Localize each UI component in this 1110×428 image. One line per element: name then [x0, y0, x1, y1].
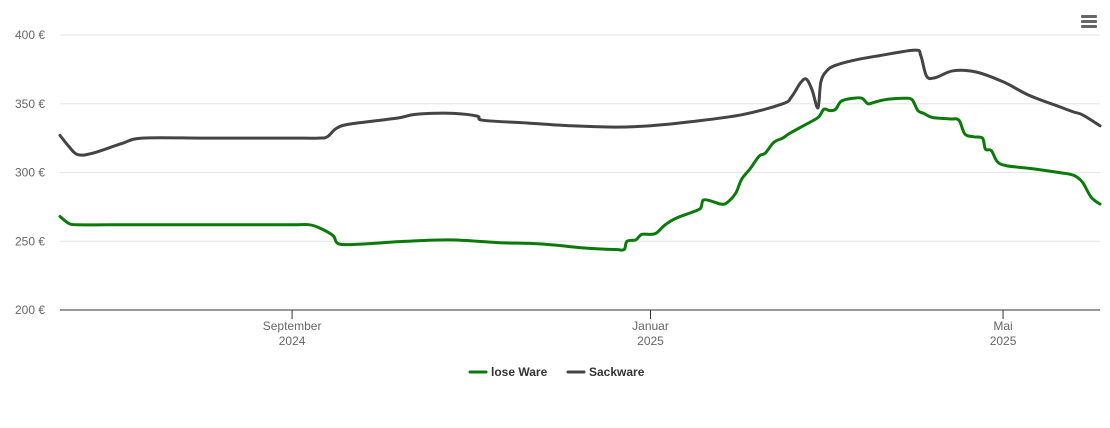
legend-item-0[interactable]: lose Ware	[468, 365, 548, 379]
y-tick-label: 200 €	[15, 303, 45, 317]
legend-item-1[interactable]: Sackware	[566, 365, 645, 379]
legend-label: lose Ware	[491, 365, 548, 379]
legend-label: Sackware	[589, 365, 645, 379]
y-tick-label: 400 €	[15, 28, 45, 42]
series-lines	[58, 48, 1102, 252]
x-tick-sublabel: 2025	[990, 334, 1017, 348]
x-tick-label: Januar	[632, 319, 669, 333]
series-line-0[interactable]	[58, 96, 1102, 252]
y-tick-label: 300 €	[15, 166, 45, 180]
series-line-1[interactable]	[58, 48, 1102, 157]
grid-lines	[60, 34, 1100, 242]
y-tick-label: 350 €	[15, 97, 45, 111]
x-tick-label: September	[263, 319, 322, 333]
hamburger-menu-icon[interactable]	[1078, 12, 1100, 32]
legend[interactable]: lose Ware Sackware	[468, 365, 645, 379]
x-tick-sublabel: 2024	[279, 334, 306, 348]
x-tick-sublabel: 2025	[637, 334, 664, 348]
y-tick-label: 250 €	[15, 234, 45, 248]
x-tick-label: Mai	[993, 319, 1012, 333]
y-axis: 200 € 250 € 300 € 350 € 400 €	[15, 28, 45, 317]
